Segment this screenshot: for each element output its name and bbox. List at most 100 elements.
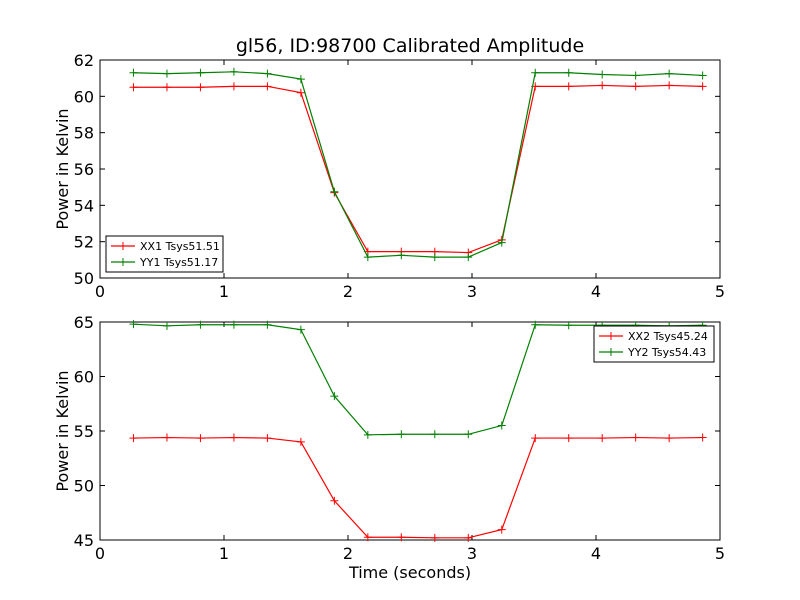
panel1-series-1-line bbox=[133, 84, 703, 254]
panel2-series-1-line bbox=[133, 436, 703, 539]
panel2-series-2-point bbox=[564, 321, 573, 330]
panel2-ytick-label: 60 bbox=[74, 368, 94, 387]
panel2-series-2-point bbox=[363, 430, 372, 439]
panel1-series-2-point bbox=[397, 251, 406, 260]
panel1-series-1-point bbox=[665, 81, 674, 90]
panel2-series-1-point bbox=[162, 433, 171, 442]
panel2-series-2-point bbox=[430, 430, 439, 439]
panel2-series-1-point bbox=[397, 533, 406, 542]
panel1-series-1-point bbox=[229, 82, 238, 91]
panel2-series-2-point bbox=[330, 392, 339, 401]
panel1-series-2-point bbox=[129, 68, 138, 77]
panel2-xlabel: Time (seconds) bbox=[348, 563, 471, 582]
panel2-series-1-point bbox=[698, 433, 707, 442]
panel2-xtick-label: 4 bbox=[591, 544, 601, 563]
panel1-series-2-point bbox=[698, 71, 707, 80]
panel1-xtick-label: 1 bbox=[219, 282, 229, 301]
panel1-ytick-label: 50 bbox=[74, 269, 94, 288]
chart-title: gl56, ID:98700 Calibrated Amplitude bbox=[236, 35, 584, 57]
panel2-legend-box bbox=[593, 325, 715, 363]
panel1-xtick-label: 2 bbox=[343, 282, 353, 301]
panel2-series-2-line bbox=[133, 323, 703, 436]
panel1-series-1-point bbox=[698, 82, 707, 91]
panel1-series-1-point bbox=[598, 81, 607, 90]
panel1-series-1-point bbox=[631, 82, 640, 91]
panel2-xtick-label: 3 bbox=[467, 544, 477, 563]
panel1-ytick-label: 56 bbox=[74, 160, 94, 179]
panel2-xtick-label: 5 bbox=[715, 544, 725, 563]
panel2-series-2-point bbox=[531, 320, 540, 329]
panel1-series-2-point bbox=[263, 69, 272, 78]
panel2-ylabel: Power in Kelvin bbox=[53, 370, 72, 491]
panel2-series-2-point bbox=[397, 430, 406, 439]
panel1-ytick-label: 54 bbox=[74, 196, 94, 215]
panel2-ytick-label: 65 bbox=[74, 313, 94, 332]
panel1-series-2-point bbox=[531, 68, 540, 77]
panel2-series-1-point bbox=[665, 434, 674, 443]
panel1-ytick-label: 52 bbox=[74, 233, 94, 252]
panel2-series-1-point bbox=[196, 434, 205, 443]
panel1-series-2-point bbox=[229, 67, 238, 76]
panel1-series-1-point bbox=[296, 88, 305, 97]
panel2-legend: XX2 Tsys45.24 YY2 Tsys54.43 bbox=[593, 325, 715, 363]
panel1-series-2-point bbox=[564, 68, 573, 77]
panel2-series-1-point bbox=[229, 433, 238, 442]
panel1-legend-marker-2 bbox=[119, 258, 127, 266]
panel1-ytick-label: 60 bbox=[74, 87, 94, 106]
panel2-series-2-point bbox=[196, 320, 205, 329]
panel1-ytick-label: 58 bbox=[74, 124, 94, 143]
panel1-series-2-point bbox=[464, 253, 473, 262]
panel2-xtick-label: 2 bbox=[343, 544, 353, 563]
panel1-series-2-point bbox=[296, 75, 305, 84]
panel2-series-1-point bbox=[129, 434, 138, 443]
panel2-series-2-point bbox=[263, 320, 272, 329]
panel2-series-1-point bbox=[497, 525, 506, 534]
panel2-series-1-point bbox=[430, 533, 439, 542]
panel1-series-1-point bbox=[129, 83, 138, 92]
panel1-ylabel: Power in Kelvin bbox=[53, 108, 72, 229]
panel1-series-1-point bbox=[162, 83, 171, 92]
panel2-xtick-label: 0 bbox=[95, 544, 105, 563]
panel1-legend-marker-1 bbox=[119, 242, 127, 250]
panel2-series-2-point bbox=[229, 320, 238, 329]
panel1-series-1-point bbox=[564, 82, 573, 91]
panel1-series-2-point bbox=[430, 253, 439, 262]
panel2-series-1-point bbox=[296, 437, 305, 446]
panel1-legend: XX1 Tsys51.51 YY1 Tsys51.17 bbox=[105, 235, 224, 273]
panel1-series-2-line bbox=[133, 71, 703, 258]
panel1-ytick-label: 62 bbox=[74, 51, 94, 70]
panel1-xtick-label: 4 bbox=[591, 282, 601, 301]
panel1-legend-box bbox=[105, 235, 224, 273]
panel2-legend-label-2: YY2 Tsys54.43 bbox=[627, 346, 706, 359]
panel2-ytick-label: 45 bbox=[74, 531, 94, 550]
panel2-legend-label-1: XX2 Tsys45.24 bbox=[628, 330, 708, 343]
panel1-legend-label-2: YY1 Tsys51.17 bbox=[139, 256, 218, 269]
panel2-series-2-point bbox=[162, 321, 171, 330]
panel2-series-2-point bbox=[296, 325, 305, 334]
panel1-series-1-point bbox=[196, 83, 205, 92]
panel1-series-2-point bbox=[665, 69, 674, 78]
panel2-series-1-point bbox=[330, 496, 339, 505]
panel2-legend-marker-1 bbox=[607, 332, 615, 340]
panel2-series-1-point bbox=[263, 434, 272, 443]
panel1: 0 1 2 3 4 5 50 52 54 56 58 60 62 Power in Kelvin XX1 T… bbox=[53, 51, 725, 301]
panel1-series-2-point bbox=[497, 238, 506, 247]
panel1-legend-label-1: XX1 Tsys51.51 bbox=[140, 240, 220, 253]
panel2-series-1-point bbox=[363, 533, 372, 542]
panel1-series-2-point bbox=[330, 187, 339, 196]
panel2-series-1-point bbox=[631, 433, 640, 442]
panel1-series-2-point bbox=[631, 71, 640, 80]
panel1-xtick-label: 0 bbox=[95, 282, 105, 301]
panel2-series-2-point bbox=[497, 421, 506, 430]
panel2-ytick-label: 50 bbox=[74, 477, 94, 496]
panel2-series-1-point bbox=[598, 434, 607, 443]
panel2-series-1-point bbox=[564, 434, 573, 443]
panel2-series-1-point bbox=[464, 533, 473, 542]
panel1-xtick-label: 5 bbox=[715, 282, 725, 301]
panel1-series-2-point bbox=[363, 253, 372, 262]
panel1-series-1-point bbox=[263, 82, 272, 91]
panel1-series-2-point bbox=[598, 70, 607, 79]
panel2-legend-marker-2 bbox=[607, 348, 615, 356]
